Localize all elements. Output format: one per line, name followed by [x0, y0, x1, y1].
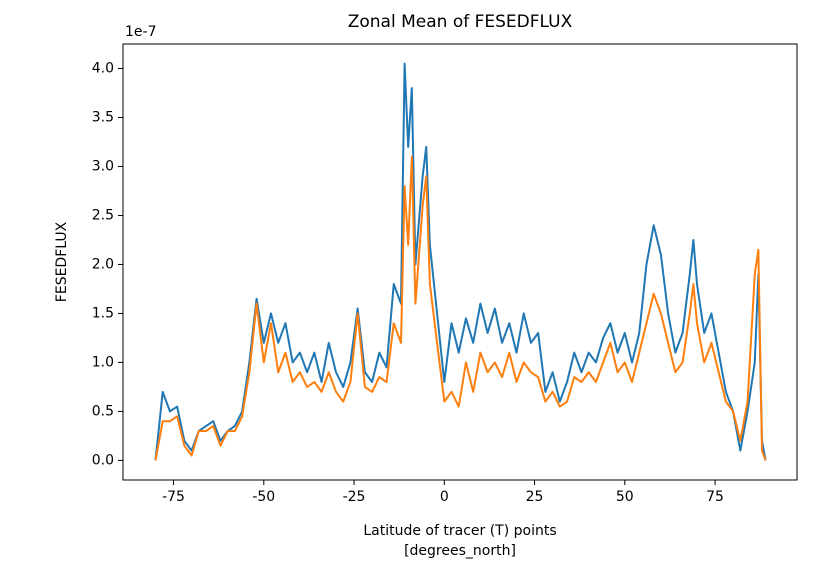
y-tick-label: 0.5 [92, 403, 114, 419]
x-tick-label: -50 [252, 489, 275, 505]
plot-frame [122, 43, 798, 481]
y-tick-label: 1.0 [92, 354, 114, 370]
y-tick-label: 4.0 [92, 60, 114, 76]
x-tick-label: 0 [440, 489, 449, 505]
y-tick-label: 0.0 [92, 452, 114, 468]
x-axis-label: Latitude of tracer (T) points [363, 523, 556, 539]
x-tick-label: -75 [162, 489, 185, 505]
y-tick-label: 2.5 [92, 207, 114, 223]
x-tick-label: 75 [706, 489, 724, 505]
chart-title: Zonal Mean of FESEDFLUX [348, 12, 573, 32]
x-tick-label: 50 [616, 489, 634, 505]
y-tick-label: 2.0 [92, 256, 114, 272]
y-tick-label: 3.5 [92, 109, 114, 125]
y-axis-label: FESEDFLUX [54, 221, 70, 302]
x-tick-label: -25 [343, 489, 366, 505]
y-tick-label: 3.0 [92, 158, 114, 174]
y-tick-label: 1.5 [92, 305, 114, 321]
x-axis-label: [degrees_north] [404, 543, 516, 559]
y-offset-label: 1e-7 [125, 24, 156, 40]
line-series [154, 62, 767, 461]
line-series [154, 155, 767, 461]
x-tick-label: 25 [526, 489, 544, 505]
